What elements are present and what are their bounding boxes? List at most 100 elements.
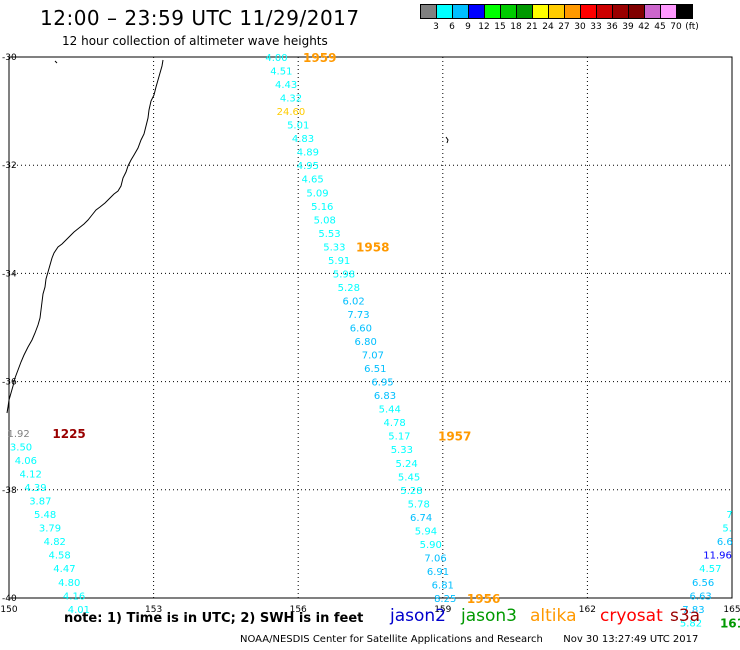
wave-height-value: 3.79 xyxy=(39,524,61,535)
lon-tick-label: 165 xyxy=(723,605,740,615)
wave-height-value: 5.44 xyxy=(379,405,401,416)
color-scale-label: 39 xyxy=(622,22,634,32)
wave-height-value: 4.43 xyxy=(275,80,297,91)
pass-time-label: 1956 xyxy=(467,592,500,606)
color-scale-bar xyxy=(420,4,693,19)
wave-height-value: 8.25 xyxy=(434,594,456,605)
color-scale-label: 6 xyxy=(449,22,455,32)
wave-height-value: 7.07 xyxy=(362,351,384,362)
wave-height-value: 4.89 xyxy=(297,148,319,159)
wave-height-value: 5.53 xyxy=(318,229,340,240)
color-scale-label: 30 xyxy=(574,22,586,32)
track-values: 4.00 4.51 4.43 4.32 24.60 5.01 4.83 4.89 4.95 4.6… xyxy=(8,53,733,629)
wave-height-value: 6.6 xyxy=(717,537,733,548)
lon-tick-label: 150 xyxy=(0,605,17,615)
wave-height-value: 3.50 xyxy=(10,443,32,454)
wave-height-value: 6.60 xyxy=(350,324,372,335)
wave-height-value: 6.63 xyxy=(690,591,712,602)
wave-height-value: 4.78 xyxy=(383,418,405,429)
pass-time-label: 1957 xyxy=(438,430,471,444)
wave-height-value: 4.12 xyxy=(20,470,42,481)
wave-height-value: 4.01 xyxy=(68,605,90,616)
wave-height-value: 4.51 xyxy=(270,67,292,78)
map-frame xyxy=(8,56,733,599)
pass-time-label: 1959 xyxy=(303,51,336,65)
wave-height-value: 3.87 xyxy=(29,497,51,508)
color-scale-label: 27 xyxy=(558,22,570,32)
credit-text: NOAA/NESDIS Center for Satellite Applica… xyxy=(240,634,543,645)
wave-height-value: 4.39 xyxy=(24,483,46,494)
legend-jason2: jason2 xyxy=(390,606,446,626)
lat-tick-label: -30 xyxy=(2,53,17,63)
lat-tick-label: -36 xyxy=(2,378,17,388)
axis-labels: 150 153 156 159 162 165 -30 -32 -34 -36 -38 -40 xyxy=(0,53,740,615)
wave-height-value: 5. xyxy=(722,524,732,535)
pass-time-label: 1958 xyxy=(356,240,389,254)
wave-height-value: 4.58 xyxy=(48,551,70,562)
color-scale-label: 3 xyxy=(433,22,439,32)
color-scale-label: (ft) xyxy=(685,22,699,32)
wave-height-value: 1.92 xyxy=(8,429,30,440)
wave-height-value: 11.96 xyxy=(703,551,732,562)
color-scale-label: 18 xyxy=(510,22,522,32)
color-scale-label: 15 xyxy=(494,22,506,32)
wave-height-value: 6.81 xyxy=(432,580,454,591)
lat-tick-label: -38 xyxy=(2,486,17,496)
coastline-fragment xyxy=(445,136,449,144)
footer-credit: NOAA/NESDIS Center for Satellite Applica… xyxy=(240,634,698,645)
wave-height-value: 5.09 xyxy=(306,188,328,199)
wave-height-value: 5.48 xyxy=(34,510,56,521)
color-scale-label: 36 xyxy=(606,22,618,32)
wave-height-value: 5.33 xyxy=(391,445,413,456)
color-scale-label: 45 xyxy=(654,22,666,32)
generated-timestamp: Nov 30 13:27:49 UTC 2017 xyxy=(563,634,699,645)
track-time-labels: 1959 1958 1957 1956 1225 161 xyxy=(52,51,740,630)
wave-height-value: 6.83 xyxy=(374,391,396,402)
wave-height-value: 4.57 xyxy=(699,564,721,575)
page-title: 12:00 – 23:59 UTC 11/29/2017 xyxy=(40,6,360,30)
lon-tick-label: 153 xyxy=(145,605,162,615)
wave-height-value: 6.51 xyxy=(364,364,386,375)
wave-height-value: 6.56 xyxy=(692,578,714,589)
legend-jason3: jason3 xyxy=(461,606,517,626)
wave-height-value: 6.95 xyxy=(371,378,393,389)
color-scale-label: 42 xyxy=(638,22,650,32)
wave-height-value: 4.82 xyxy=(44,537,66,548)
wave-height-value: 5.33 xyxy=(323,242,345,253)
wave-height-value: 5.08 xyxy=(314,215,336,226)
wave-height-value: 5.94 xyxy=(415,526,437,537)
wave-height-value: 5.90 xyxy=(420,540,442,551)
wave-height-value: 4.32 xyxy=(280,94,302,105)
lon-tick-label: 162 xyxy=(579,605,596,615)
wave-height-value: 6.02 xyxy=(342,296,364,307)
footer-note: note: 1) Time is in UTC; 2) SWH is in fe… xyxy=(64,611,364,626)
wave-height-value: 6.91 xyxy=(427,567,449,578)
wave-height-value: 5.24 xyxy=(396,459,418,470)
wave-height-value: 5.28 xyxy=(338,283,360,294)
wave-height-value: 6.80 xyxy=(355,337,377,348)
wave-height-value: 24.60 xyxy=(277,107,306,118)
pass-time-label: 1225 xyxy=(52,427,85,441)
lon-tick-label: 159 xyxy=(434,605,451,615)
wave-height-value: 5.78 xyxy=(408,499,430,510)
wave-height-value: 5.16 xyxy=(311,202,333,213)
wave-height-value: 5.91 xyxy=(328,256,350,267)
lat-tick-label: -34 xyxy=(2,269,17,279)
wave-height-value: 5.45 xyxy=(398,472,420,483)
color-scale-label: 12 xyxy=(478,22,490,32)
pass-time-label: 161 xyxy=(720,616,740,630)
lat-tick-label: -32 xyxy=(2,161,17,171)
wave-height-value: 4.65 xyxy=(302,175,324,186)
wave-height-value: 7.06 xyxy=(424,553,446,564)
color-scale-label: 33 xyxy=(590,22,602,32)
coastline-fragment-2 xyxy=(54,60,58,64)
wave-height-value: 5.28 xyxy=(400,486,422,497)
wave-height-value: 5.82 xyxy=(680,618,702,629)
wave-height-value: 4.83 xyxy=(292,134,314,145)
wave-height-value: 7.83 xyxy=(682,605,704,616)
wave-height-value: 7 xyxy=(726,510,732,521)
color-scale-label: 9 xyxy=(465,22,471,32)
wave-height-value: 4.47 xyxy=(53,564,75,575)
lon-tick-label: 156 xyxy=(290,605,307,615)
